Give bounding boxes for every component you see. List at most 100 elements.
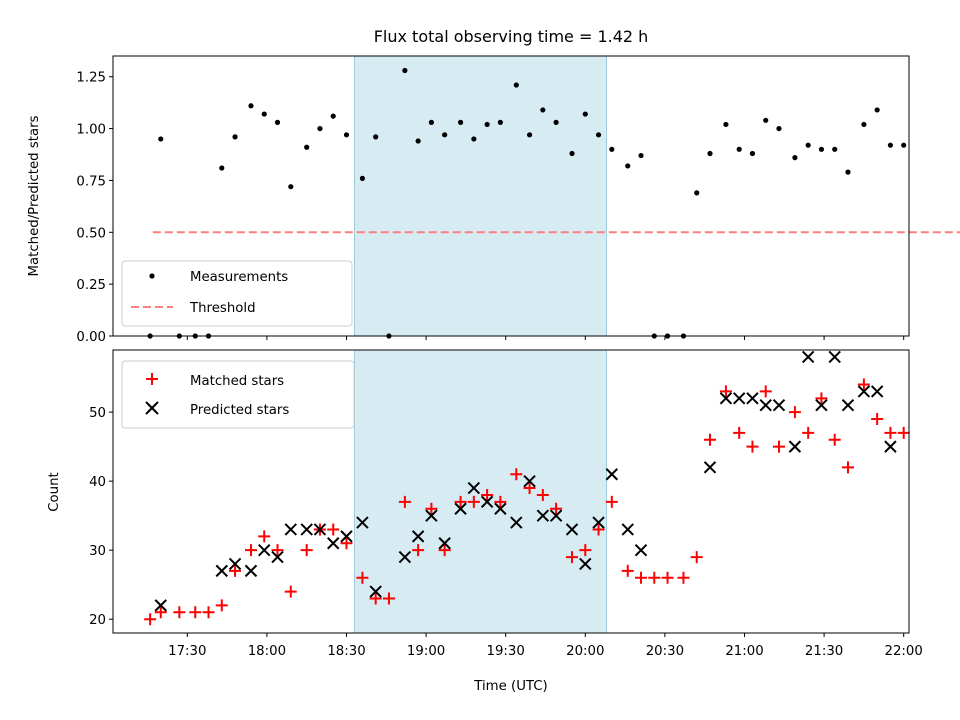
top-x-axis-ticks [186, 336, 905, 340]
measurement-point [763, 117, 769, 123]
predicted-star-point [772, 399, 786, 412]
predicted-star-point [549, 509, 563, 522]
matched-star-point [719, 385, 732, 398]
measurement-point [513, 82, 519, 88]
x-tick-label: 21:30 [805, 644, 843, 659]
top-panel-frame [112, 55, 910, 337]
measurement-point [887, 142, 894, 148]
matched-star-point [746, 440, 759, 453]
matched-star-point [467, 495, 480, 508]
matched-star-point [815, 392, 828, 405]
predicted-star-point [634, 543, 648, 557]
chart-title: Flux total observing time = 1.42 h [374, 27, 649, 46]
predicted-star-point [494, 502, 507, 515]
matched-star-point [550, 502, 563, 515]
predicted-star-point [841, 399, 855, 412]
bottom-x-axis-ticks: 17:30 18:00 18:30 19:00 19:30 20:00 20:30 21:00… [168, 633, 923, 659]
matched-star-point [802, 426, 815, 439]
predicted-star-point [719, 392, 733, 405]
matched-star-point [154, 606, 167, 619]
matched-star-point [438, 544, 451, 557]
predicted-star-point [857, 385, 871, 398]
predicted-star-point [425, 509, 438, 522]
matched-star-point [536, 488, 549, 501]
predicted-star-point [244, 564, 258, 578]
matched-star-point [759, 385, 772, 398]
predicted-star-point [788, 440, 802, 453]
predicted-star-point [258, 543, 271, 557]
matched-star-point [189, 606, 202, 619]
measurement-point [861, 121, 867, 128]
measurement-point [874, 107, 880, 113]
matched-star-point [144, 613, 157, 626]
measurement-point [845, 169, 851, 175]
matched-star-point [382, 592, 395, 605]
matched-star-point [621, 564, 634, 577]
predicted-star-point [480, 495, 494, 509]
measurement-points [147, 67, 907, 339]
bottom-y-tick-label: 40 [89, 475, 106, 490]
predicted-star-point [228, 557, 242, 571]
measurement-point [219, 165, 225, 171]
measurement-point [736, 146, 742, 152]
matched-star-point [635, 571, 648, 584]
predicted-star-point [579, 557, 592, 571]
matched-star-point [412, 544, 425, 557]
bottom-legend: Matched stars Predicted stars [121, 360, 355, 429]
predicted-star-point [271, 550, 284, 564]
measurement-point [402, 67, 408, 74]
predicted-star-point [154, 599, 167, 612]
predicted-star-point [327, 537, 340, 550]
predicted-star-point [411, 530, 425, 543]
matched-star-point [229, 564, 242, 577]
matched-star-point [271, 544, 284, 557]
measurement-point [359, 175, 366, 181]
top-y-tick-label: 0.25 [76, 278, 106, 293]
predicted-star-point [621, 523, 634, 536]
top-y-tick-label: 0.50 [76, 226, 106, 241]
measurement-point [901, 142, 907, 148]
matched-star-point [661, 571, 674, 584]
measurement-point [526, 132, 533, 138]
measurement-point [569, 150, 575, 157]
predicted-star-point [438, 537, 451, 550]
predicted-star-point [510, 516, 523, 529]
measurement-point [805, 142, 811, 148]
measurement-point [304, 144, 310, 150]
measurement-point [625, 163, 631, 169]
predicted-star-point [870, 385, 884, 398]
measurement-point [694, 190, 700, 196]
measurement-point [330, 113, 336, 119]
matched-star-point [244, 544, 257, 557]
matched-star-point [398, 495, 411, 508]
matched-star-point [369, 592, 382, 605]
matched-star-point [733, 426, 746, 439]
predicted-star-point [215, 564, 228, 578]
predicted-star-point [605, 468, 619, 481]
x-tick-label: 20:30 [646, 644, 684, 659]
measurement-point [471, 136, 477, 142]
top-y-tick-label: 1.00 [76, 123, 106, 138]
top-y-axis-ticks: 0.00 0.25 0.50 0.75 1.00 1.25 [76, 71, 113, 345]
matched-star-point [677, 571, 690, 584]
matched-star-point [566, 551, 579, 564]
bottom-y-tick-label: 30 [89, 544, 106, 559]
predicted-star-point [884, 440, 897, 453]
x-tick-label: 20:00 [566, 644, 604, 659]
matched-star-point [871, 413, 884, 426]
predicted-star-point [313, 523, 327, 536]
measurement-point [609, 146, 615, 152]
matched-star-point [648, 571, 661, 584]
matched-star-point [592, 523, 605, 536]
matched-star-point [356, 571, 369, 584]
bottom-y-tick-label: 20 [89, 613, 106, 628]
predicted-star-point [592, 516, 605, 529]
measurement-point [232, 134, 238, 140]
x-tick-label: 22:00 [885, 644, 923, 659]
top-panel: 0.00 0.25 0.50 0.75 1.00 1.25 Matched/Predict… [27, 55, 960, 345]
measurement-point [707, 150, 713, 157]
bottom-y-axis-ticks: 20 30 40 50 [89, 406, 113, 628]
top-y-axis-label: Matched/Predicted stars [27, 115, 42, 276]
x-tick-label: 17:30 [168, 644, 206, 659]
x-tick-label: 21:00 [725, 644, 763, 659]
